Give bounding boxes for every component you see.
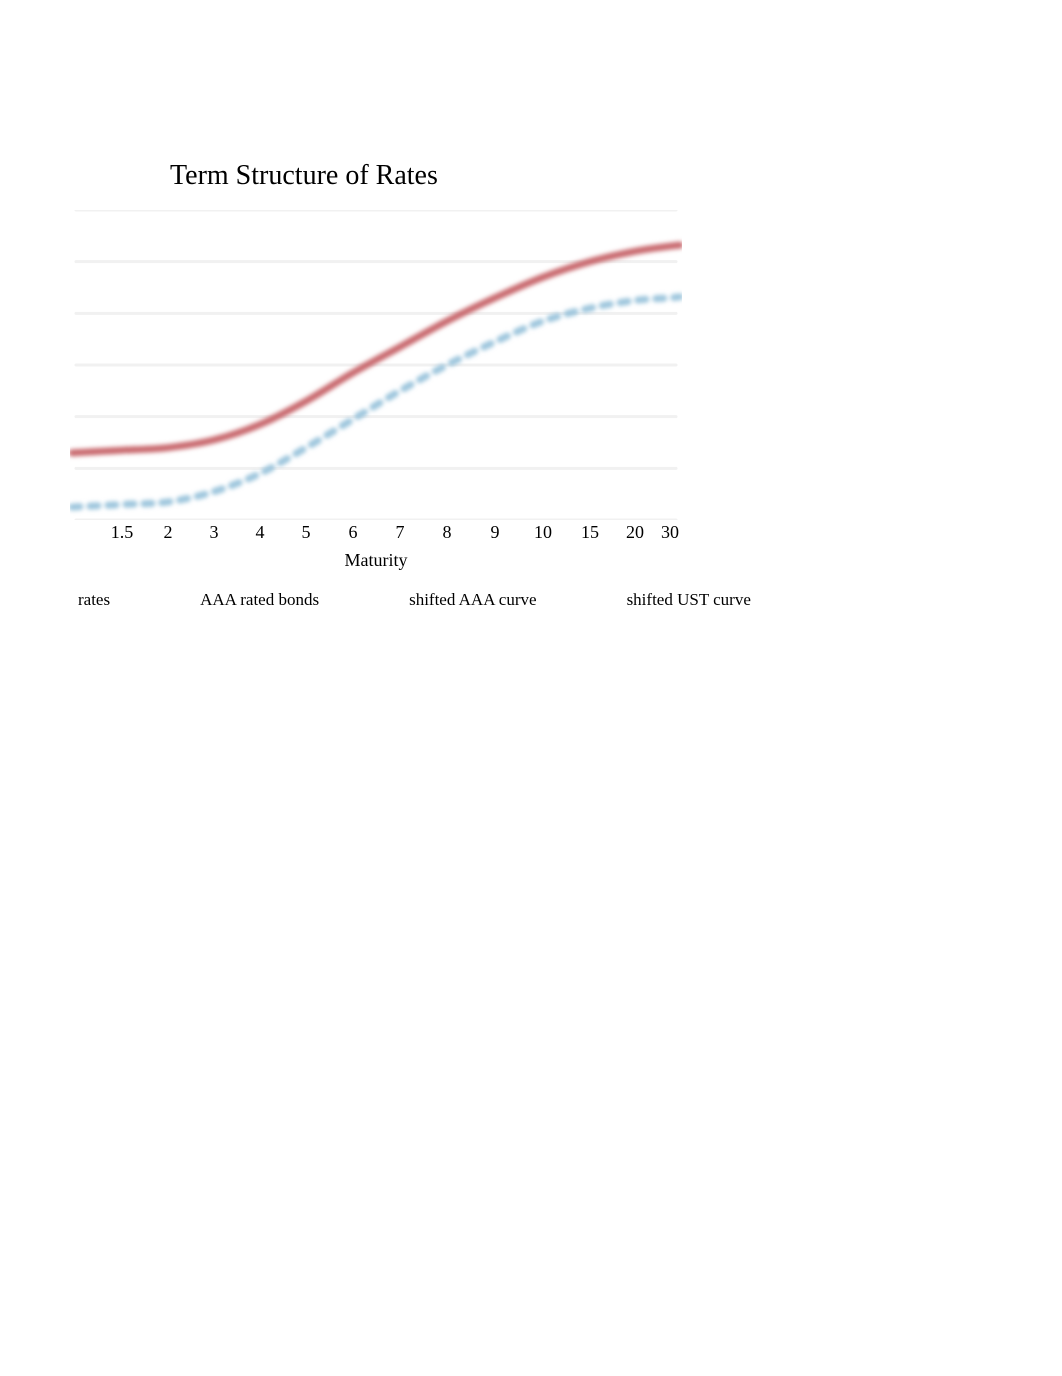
x-tick-label: 30 (661, 522, 679, 543)
x-tick-label: 4 (256, 522, 265, 543)
x-tick-label: 20 (626, 522, 644, 543)
x-tick-label: 6 (349, 522, 358, 543)
legend: rates AAA rated bondsshifted AAA curvesh… (78, 590, 718, 610)
x-tick-label: 5 (302, 522, 311, 543)
legend-swatch-shifted_aaa_curve (329, 593, 401, 607)
legend-label-shifted_ust_curve: shifted UST curve (627, 590, 751, 610)
x-tick-label: 8 (443, 522, 452, 543)
page: Term Structure of Rates 1.52345678910152… (0, 0, 1062, 1376)
legend-swatch-shifted_ust_curve (547, 593, 619, 607)
legend-group-label: rates (78, 590, 110, 610)
x-ticks: 1.5 2 3 4 5 6 7 8 9 10 15 20 30 (70, 522, 682, 546)
x-tick-label: 15 (581, 522, 599, 543)
plot-svg (70, 210, 682, 520)
legend-label-shifted_aaa_curve: shifted AAA curve (409, 590, 536, 610)
legend-label-aaa_rated_bonds: AAA rated bonds (200, 590, 319, 610)
x-tick-label: 10 (534, 522, 552, 543)
grid (76, 210, 676, 520)
term-structure-chart: Term Structure of Rates 1.52345678910152… (70, 160, 710, 520)
x-axis-label: Maturity (70, 550, 682, 571)
x-tick-label: 1.5 (111, 522, 134, 543)
series-aaa_rated_bonds (72, 245, 680, 453)
x-tick-label: 2 (164, 522, 173, 543)
chart-title: Term Structure of Rates (170, 160, 710, 192)
series-shifted_ust_curve (72, 297, 680, 507)
x-tick-label: 9 (491, 522, 500, 543)
x-tick-label: 3 (210, 522, 219, 543)
series-shifted_aaa_curve (72, 245, 680, 453)
legend-swatch-aaa_rated_bonds (120, 593, 192, 607)
x-tick-label: 7 (396, 522, 405, 543)
plot-area: 1.52345678910152030 Maturity rates AAA r… (70, 210, 682, 520)
